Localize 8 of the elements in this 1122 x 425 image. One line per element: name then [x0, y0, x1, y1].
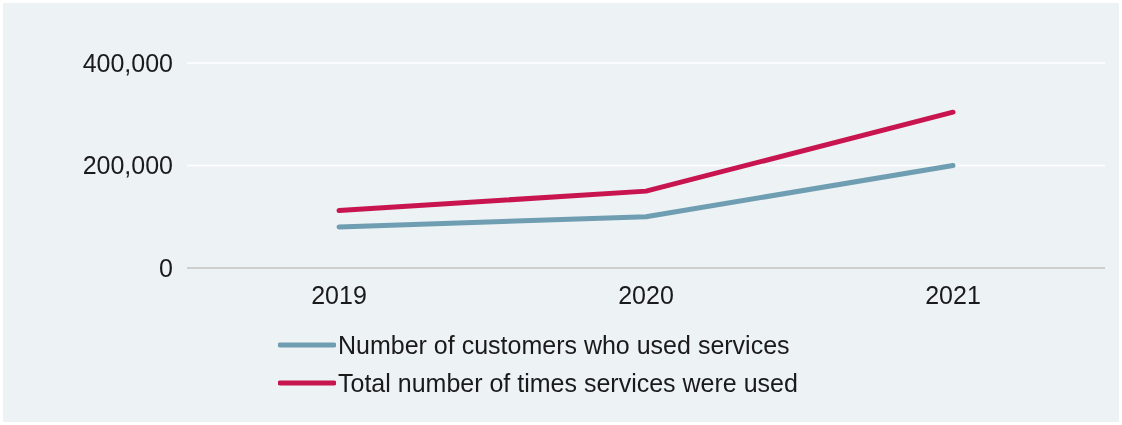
- legend-label: Number of customers who used services: [338, 330, 790, 360]
- y-tick-label: 0: [159, 253, 173, 282]
- y-tick-label: 200,000: [82, 151, 173, 180]
- x-tick-label: 2020: [618, 280, 674, 309]
- y-tick-label: 400,000: [82, 48, 173, 77]
- x-tick-label: 2019: [311, 280, 367, 309]
- x-tick-label: 2021: [925, 280, 981, 309]
- legend-label: Total number of times services were used: [338, 368, 798, 398]
